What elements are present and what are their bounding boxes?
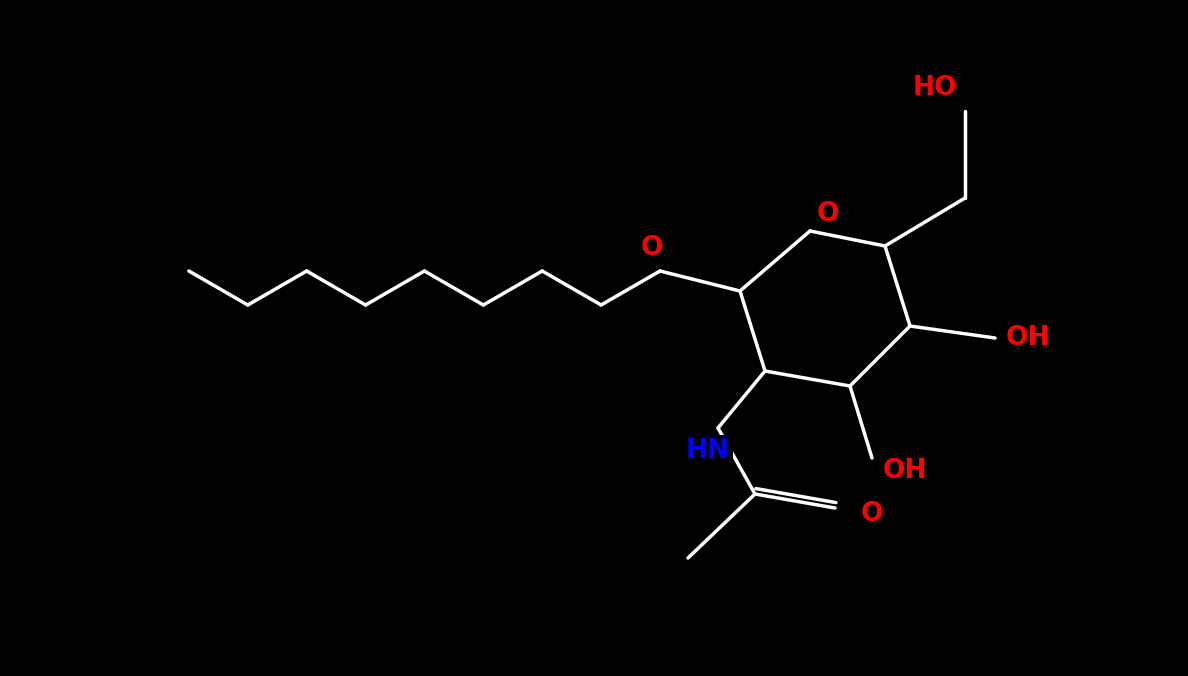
Text: HN: HN xyxy=(685,438,729,464)
Text: O: O xyxy=(816,201,839,227)
Text: O: O xyxy=(861,501,883,527)
Text: OH: OH xyxy=(1006,325,1050,351)
Text: HO: HO xyxy=(912,75,958,101)
Text: O: O xyxy=(640,235,663,261)
Text: OH: OH xyxy=(883,458,928,484)
